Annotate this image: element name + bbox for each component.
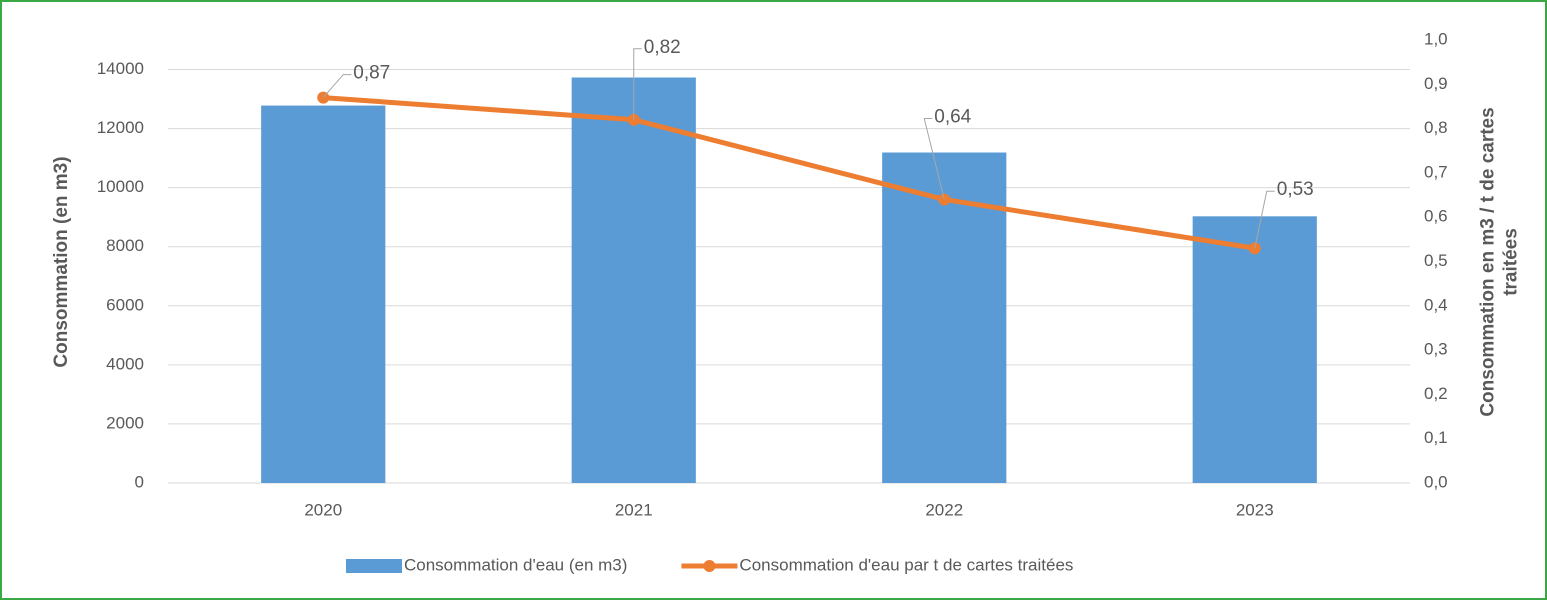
legend-swatch [346, 559, 402, 573]
y2-tick-label: 0,1 [1424, 428, 1448, 447]
y-tick-label: 12000 [97, 118, 144, 137]
y-tick-label: 10000 [97, 177, 144, 196]
y-tick-label: 14000 [97, 59, 144, 78]
y-tick-label: 4000 [106, 354, 144, 373]
leader-line [1254, 190, 1275, 249]
y2-tick-label: 0,7 [1424, 162, 1448, 181]
x-tick-label: 2021 [615, 500, 653, 519]
y-tick-label: 8000 [106, 236, 144, 255]
data-label: 0,82 [644, 37, 681, 58]
x-tick-label: 2023 [1236, 500, 1274, 519]
y-axis-title: Consommation (en m3) [51, 156, 72, 367]
bar [1192, 216, 1317, 483]
x-tick-label: 2022 [925, 500, 963, 519]
bar [571, 77, 696, 484]
y2-axis-title-line: traitées [1500, 228, 1521, 296]
line [320, 95, 1258, 251]
y2-axis-title-line: Consommation en m3 / t de cartes [1478, 107, 1499, 416]
y2-tick-label: 0,2 [1424, 384, 1448, 403]
y2-tick-label: 0,6 [1424, 207, 1448, 226]
leader-line [923, 117, 945, 200]
y-tick-label: 6000 [106, 295, 144, 314]
y2-tick-label: 0,4 [1424, 295, 1448, 314]
data-label: 0,53 [1277, 179, 1314, 200]
y2-tick-label: 0,9 [1424, 74, 1448, 93]
y-tick-label: 2000 [106, 413, 144, 432]
legend-label: Consommation d'eau par t de cartes trait… [739, 555, 1073, 574]
legend-swatch [703, 560, 716, 572]
data-label: 0,87 [353, 63, 390, 84]
x-tick-label: 2020 [304, 500, 342, 519]
y-tick-label: 0 [135, 472, 144, 491]
y2-axis-title: Consommation en m3 / t de cartestraitées [1478, 107, 1522, 416]
y2-tick-label: 0,0 [1424, 472, 1448, 491]
y2-tick-label: 0,3 [1424, 340, 1448, 359]
y2-tick-label: 0,8 [1424, 118, 1448, 137]
bar [261, 105, 386, 484]
legend-label: Consommation d'eau (en m3) [404, 555, 627, 574]
y2-tick-label: 1,0 [1424, 29, 1448, 48]
leader-line [322, 74, 352, 98]
y2-tick-label: 0,5 [1424, 251, 1448, 270]
leader-line [633, 48, 642, 120]
data-label: 0,64 [934, 106, 971, 127]
